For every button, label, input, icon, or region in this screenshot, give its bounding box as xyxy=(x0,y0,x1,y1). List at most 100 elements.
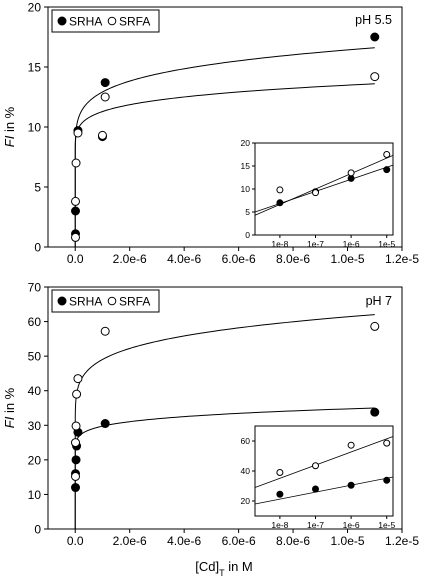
x-tick-label: 1.0e-5 xyxy=(331,534,365,548)
inset-data-point-1 xyxy=(312,485,320,493)
inset-x-tick-label: 1e-7 xyxy=(307,239,324,249)
x-tick-label: 0.0 xyxy=(67,252,84,266)
data-point-1 xyxy=(370,32,380,42)
ph-annotation: pH 5.5 xyxy=(355,13,392,27)
data-point-2 xyxy=(71,232,81,242)
inset-x-tick-label: 1e-8 xyxy=(271,239,288,249)
y-tick-label: 60 xyxy=(28,315,42,329)
x-tick-label: 2.0e-6 xyxy=(113,534,147,548)
legend-marker-open xyxy=(107,296,117,306)
inset-y-tick-label: 20 xyxy=(241,496,251,506)
inset-data-point-1 xyxy=(383,166,391,174)
y-tick-label: 70 xyxy=(28,281,42,295)
inset-data-point-2 xyxy=(347,441,355,449)
inset-y-tick-label: 60 xyxy=(241,436,251,446)
y-axis-label-bottom: FI in % xyxy=(2,387,17,428)
panel-bottom: SRHA SRFA pH 7 0.0 2.0e-6 4.0e-6 6.0e-6 8.0e… xyxy=(28,281,420,549)
inset-data-point-2 xyxy=(312,462,320,470)
legend-box xyxy=(51,9,160,33)
data-point-2 xyxy=(370,321,380,331)
legend-label-series-2: SRFA xyxy=(119,15,150,29)
y-tick-label: 10 xyxy=(28,488,42,502)
inset-y-tick-label: 5 xyxy=(245,207,250,217)
y-axis-label-top: FI in % xyxy=(2,106,17,147)
inset-y-tick-label: 10 xyxy=(241,184,251,194)
inset-data-point-1 xyxy=(347,481,355,489)
x-tick-label: 6.0e-6 xyxy=(222,252,256,266)
data-point-2 xyxy=(71,158,81,168)
inset-x-tick-label: 1e-5 xyxy=(378,520,395,530)
x-tick-label: 4.0e-6 xyxy=(167,534,201,548)
data-point-1 xyxy=(100,78,110,88)
y-tick-label: 10 xyxy=(28,121,42,135)
data-point-1 xyxy=(370,407,380,417)
inset-data-point-2 xyxy=(383,439,391,447)
data-point-2 xyxy=(73,374,83,384)
legend-marker-filled xyxy=(57,296,67,306)
inset-x-tick-label: 1e-7 xyxy=(307,520,324,530)
inset-data-point-2 xyxy=(276,186,284,194)
x-tick-label: 1.0e-5 xyxy=(331,252,365,266)
x-tick-label: 8.0e-6 xyxy=(276,534,310,548)
panel-top: SRHA SRFA pH 5.5 0.0 2.0e-6 4.0e-6 6.0e-6 8.… xyxy=(28,1,420,267)
inset-x-tick-label: 1e-5 xyxy=(378,239,395,249)
plot-frame xyxy=(47,286,403,530)
inset-data-point-2 xyxy=(312,189,320,197)
inset-marks-top: 1e-8 1e-7 1e-6 1e-5 0 5 10 15 20 xyxy=(241,138,396,249)
data-point-2 xyxy=(71,471,81,481)
data-point-2 xyxy=(100,92,110,102)
legend-box xyxy=(51,289,160,313)
inset-data-point-2 xyxy=(347,169,355,177)
x-tick-label: 1.2e-5 xyxy=(385,534,419,548)
data-point-1 xyxy=(71,206,81,216)
ph-annotation: pH 7 xyxy=(366,294,392,308)
data-point-2 xyxy=(370,72,380,82)
data-point-2 xyxy=(100,326,110,336)
data-point-1 xyxy=(100,419,110,429)
inset-data-point-1 xyxy=(383,476,391,484)
data-point-2 xyxy=(71,421,81,431)
data-point-2 xyxy=(72,389,82,399)
inset-fit-line-1 xyxy=(254,476,394,505)
y-tick-label: 20 xyxy=(28,1,42,15)
x-tick-label: 2.0e-6 xyxy=(113,252,147,266)
inset-y-tick-label: 15 xyxy=(241,161,251,171)
inset-data-point-2 xyxy=(276,469,284,476)
x-tick-label: 0.0 xyxy=(67,534,84,548)
fit-curve-2 xyxy=(74,314,375,530)
inset-marks-bottom: 1e-8 1e-7 1e-6 1e-5 20 40 60 xyxy=(241,436,396,530)
inset-frame xyxy=(254,142,394,236)
data-point-1 xyxy=(71,455,81,465)
chart-marks-bottom: 0.0 2.0e-6 4.0e-6 6.0e-6 8.0e-6 1.0e-5 1.2e-5 0… xyxy=(28,281,420,549)
legend-label-series-1: SRHA xyxy=(69,15,102,29)
data-point-2 xyxy=(97,130,107,140)
inset-data-point-1 xyxy=(276,199,284,207)
x-tick-label: 4.0e-6 xyxy=(167,252,201,266)
inset-x-tick-label: 1e-8 xyxy=(271,520,288,530)
x-tick-label: 1.2e-5 xyxy=(385,252,419,266)
legend-marker-open xyxy=(107,16,117,26)
inset-frame xyxy=(254,425,394,517)
data-point-2 xyxy=(71,196,81,206)
x-axis-label: [Cd]T in M xyxy=(195,559,253,578)
inset-x-tick-label: 1e-6 xyxy=(343,239,360,249)
inset-y-tick-label: 40 xyxy=(241,466,251,476)
y-tick-label: 40 xyxy=(28,384,42,398)
data-point-1 xyxy=(71,483,81,493)
y-tick-label: 50 xyxy=(28,350,42,364)
y-tick-label: 15 xyxy=(28,61,42,75)
x-tick-label: 8.0e-6 xyxy=(276,252,310,266)
inset-y-tick-label: 20 xyxy=(241,138,251,148)
y-tick-label: 30 xyxy=(28,419,42,433)
data-point-2 xyxy=(71,438,81,448)
inset-x-tick-label: 1e-6 xyxy=(343,520,360,530)
legend-label-series-2: SRFA xyxy=(119,295,150,309)
legend-label-series-1: SRHA xyxy=(69,295,102,309)
legend-marker-filled xyxy=(57,16,67,26)
inset-data-point-2 xyxy=(383,151,391,158)
y-tick-label: 20 xyxy=(28,453,42,467)
inset-y-tick-label: 0 xyxy=(245,230,250,240)
x-tick-label: 6.0e-6 xyxy=(222,534,256,548)
inset-fit-line-2 xyxy=(254,436,394,488)
